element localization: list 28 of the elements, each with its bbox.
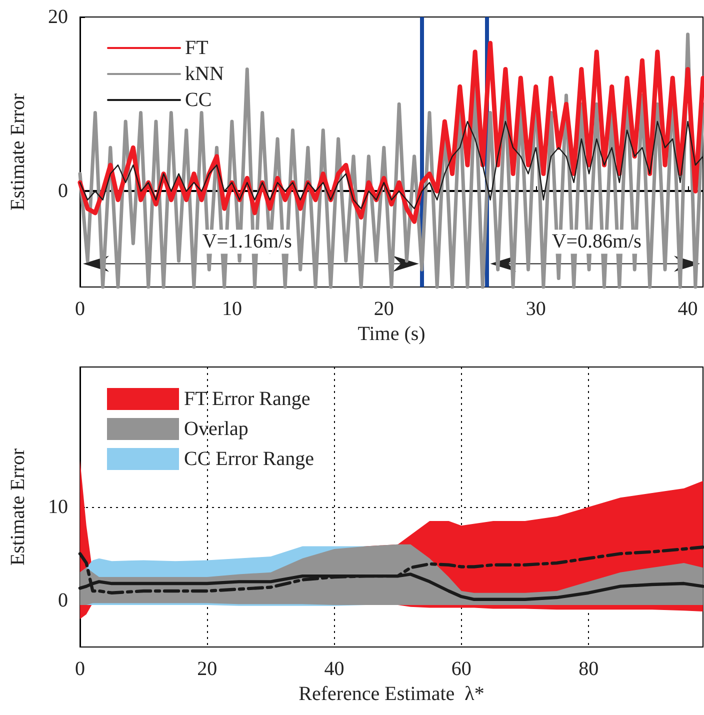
y-tick-label: 20 bbox=[48, 6, 68, 28]
x-tick-label: 80 bbox=[578, 658, 599, 680]
x-tick-label: 0 bbox=[75, 658, 85, 680]
x-tick-label: 40 bbox=[678, 298, 698, 320]
legend-label: Overlap bbox=[184, 418, 248, 440]
annotation: V=0.86m/s bbox=[552, 230, 642, 253]
y-tick-label: 10 bbox=[48, 496, 68, 518]
legend-label: FT bbox=[185, 37, 208, 59]
x-tick-label: 0 bbox=[75, 298, 85, 320]
x-axis-title: Time (s) bbox=[358, 322, 426, 345]
y-axis-title: Estimate Error bbox=[7, 448, 29, 566]
x-tick-label: 20 bbox=[374, 298, 394, 320]
annotation: V=1.16m/s bbox=[202, 230, 292, 253]
x-axis-title: Reference Estimate λ* bbox=[298, 682, 484, 705]
x-tick-label: 30 bbox=[526, 298, 546, 320]
x-tick-label: 10 bbox=[222, 298, 242, 320]
legend-label: FT Error Range bbox=[184, 388, 310, 410]
legend-label: CC Error Range bbox=[184, 448, 314, 470]
line-series bbox=[79, 120, 704, 210]
x-tick-label: 20 bbox=[197, 658, 218, 680]
line-series bbox=[78, 40, 704, 224]
x-tick-label: 40 bbox=[324, 658, 344, 680]
y-axis-title: Estimate Error bbox=[7, 93, 29, 211]
y-tick-label: 0 bbox=[58, 589, 68, 612]
legend-label: kNN bbox=[185, 63, 224, 85]
y-tick-label: 0 bbox=[58, 180, 68, 202]
legend-label: CC bbox=[185, 89, 212, 111]
x-tick-label: 60 bbox=[451, 658, 472, 680]
